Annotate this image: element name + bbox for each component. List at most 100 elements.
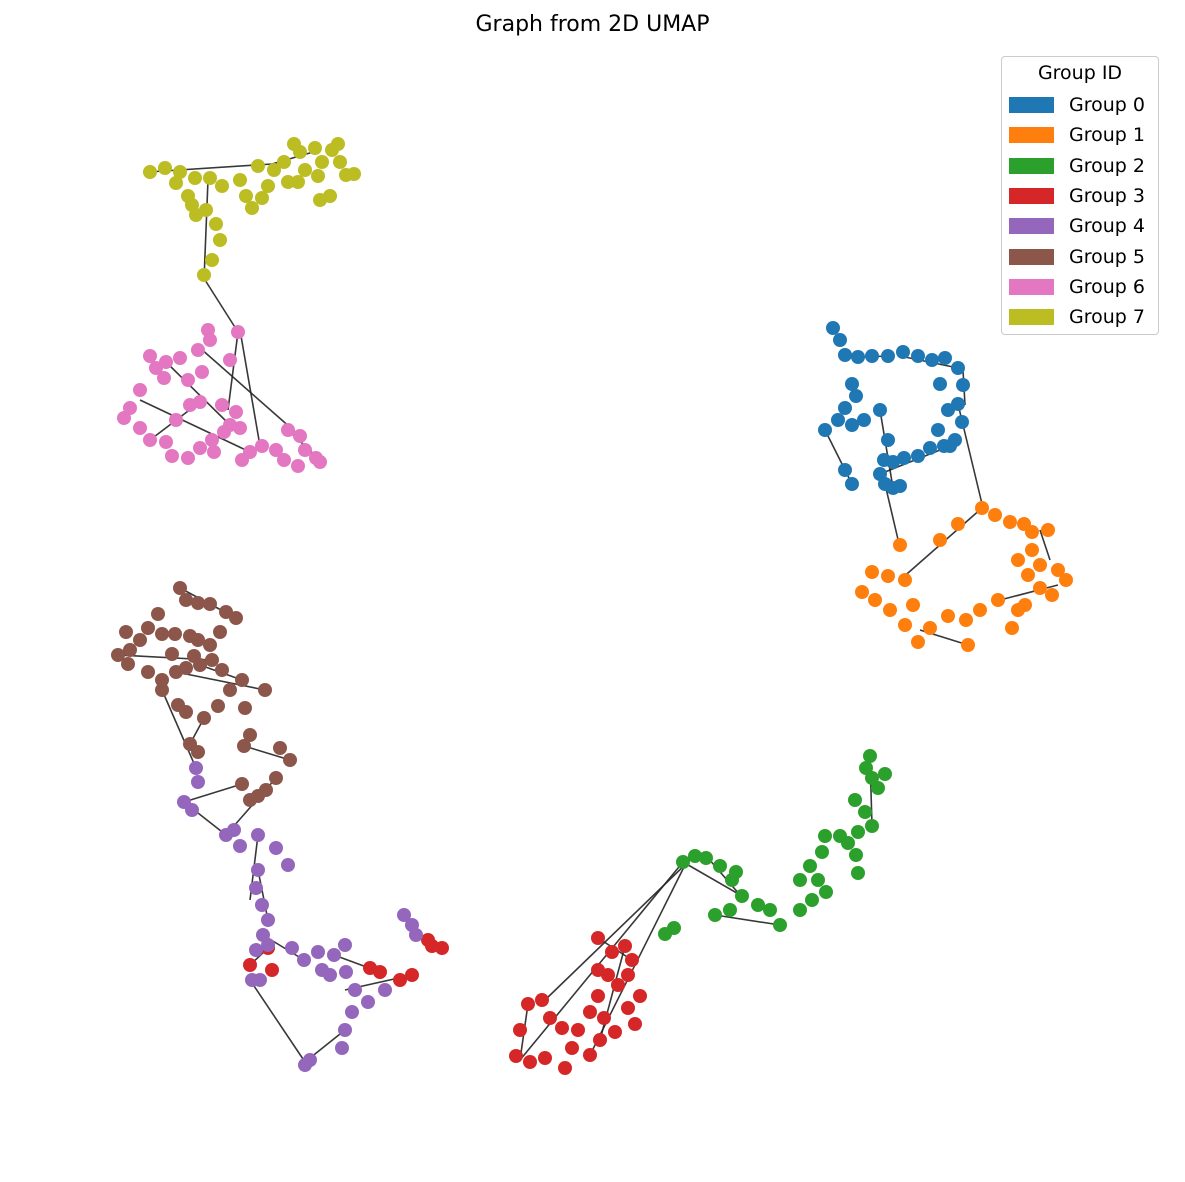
node-group-6 [281, 423, 295, 437]
node-group-7 [158, 161, 172, 175]
node-group-1 [868, 593, 882, 607]
node-group-3 [265, 963, 279, 977]
node-group-6 [193, 441, 207, 455]
node-group-1 [941, 609, 955, 623]
node-group-1 [933, 533, 947, 547]
node-group-0 [956, 378, 970, 392]
node-group-1 [881, 569, 895, 583]
node-group-3 [523, 1055, 537, 1069]
graph-edge [139, 399, 251, 453]
legend-item-group-3: Group 3 [1009, 184, 1155, 208]
node-group-3 [608, 1025, 622, 1039]
legend-label: Group 6 [1069, 275, 1145, 298]
node-group-7 [311, 169, 325, 183]
node-group-3 [543, 1011, 557, 1025]
node-group-7 [245, 201, 259, 215]
node-group-2 [818, 829, 832, 843]
node-group-7 [313, 193, 327, 207]
node-group-0 [955, 415, 969, 429]
node-group-7 [205, 253, 219, 267]
graph-edge [249, 979, 306, 1063]
node-group-0 [838, 348, 852, 362]
node-group-6 [159, 435, 173, 449]
node-group-4 [338, 1023, 352, 1037]
node-group-3 [601, 968, 615, 982]
legend-item-group-4: Group 4 [1009, 214, 1155, 238]
node-group-0 [911, 449, 925, 463]
node-group-4 [378, 983, 392, 997]
node-group-7 [213, 233, 227, 247]
node-group-3 [555, 1021, 569, 1035]
node-group-0 [833, 333, 847, 347]
node-group-6 [313, 455, 327, 469]
legend-swatch [1009, 187, 1054, 204]
node-group-5 [235, 777, 249, 791]
node-group-5 [133, 633, 147, 647]
node-group-3 [405, 968, 419, 982]
node-group-1 [961, 638, 975, 652]
node-group-2 [849, 848, 863, 862]
node-group-2 [773, 918, 787, 932]
node-group-5 [223, 683, 237, 697]
legend-item-group-7: Group 7 [1009, 305, 1155, 329]
node-group-6 [183, 398, 197, 412]
node-group-1 [973, 603, 987, 617]
node-group-6 [231, 325, 245, 339]
node-group-2 [815, 845, 829, 859]
legend-swatch [1009, 157, 1054, 174]
node-group-3 [628, 1017, 642, 1031]
node-group-4 [227, 823, 241, 837]
node-group-1 [906, 598, 920, 612]
node-group-6 [235, 453, 249, 467]
node-group-3 [243, 958, 257, 972]
node-group-7 [308, 141, 322, 155]
node-group-5 [155, 673, 169, 687]
node-group-6 [173, 351, 187, 365]
node-group-3 [597, 1011, 611, 1025]
node-group-7 [281, 175, 295, 189]
node-group-3 [583, 1005, 597, 1019]
node-group-2 [871, 781, 885, 795]
legend-label: Group 2 [1069, 154, 1145, 177]
node-group-4 [249, 881, 263, 895]
legend-swatch [1009, 218, 1054, 235]
node-group-4 [298, 1058, 312, 1072]
node-group-4 [409, 928, 423, 942]
node-group-0 [818, 423, 832, 437]
node-group-3 [571, 1023, 585, 1037]
node-group-3 [363, 961, 377, 975]
graph-edge [161, 689, 197, 769]
node-group-5 [258, 683, 272, 697]
node-group-0 [845, 377, 859, 391]
node-group-7 [277, 155, 291, 169]
node-group-2 [751, 898, 765, 912]
node-group-0 [873, 403, 887, 417]
node-group-6 [149, 361, 163, 375]
node-group-3 [625, 953, 639, 967]
node-group-4 [269, 841, 283, 855]
node-group-1 [893, 538, 907, 552]
node-group-3 [435, 941, 449, 955]
node-group-2 [863, 749, 877, 763]
node-group-5 [168, 627, 182, 641]
node-group-4 [335, 1041, 349, 1055]
node-group-2 [865, 819, 879, 833]
node-group-5 [191, 745, 205, 759]
node-group-4 [348, 983, 362, 997]
node-group-1 [1021, 568, 1035, 582]
legend-label: Group 1 [1069, 124, 1145, 147]
node-group-5 [205, 653, 219, 667]
node-group-4 [345, 1005, 359, 1019]
node-group-2 [729, 865, 743, 879]
node-group-6 [191, 343, 205, 357]
graph-edge [203, 179, 209, 281]
node-group-5 [243, 728, 257, 742]
node-group-2 [676, 855, 690, 869]
node-group-1 [1033, 558, 1047, 572]
node-group-4 [185, 803, 199, 817]
node-group-6 [133, 383, 147, 397]
node-group-5 [155, 683, 169, 697]
graph-edge [257, 869, 269, 921]
node-group-7 [143, 165, 157, 179]
node-group-6 [277, 453, 291, 467]
